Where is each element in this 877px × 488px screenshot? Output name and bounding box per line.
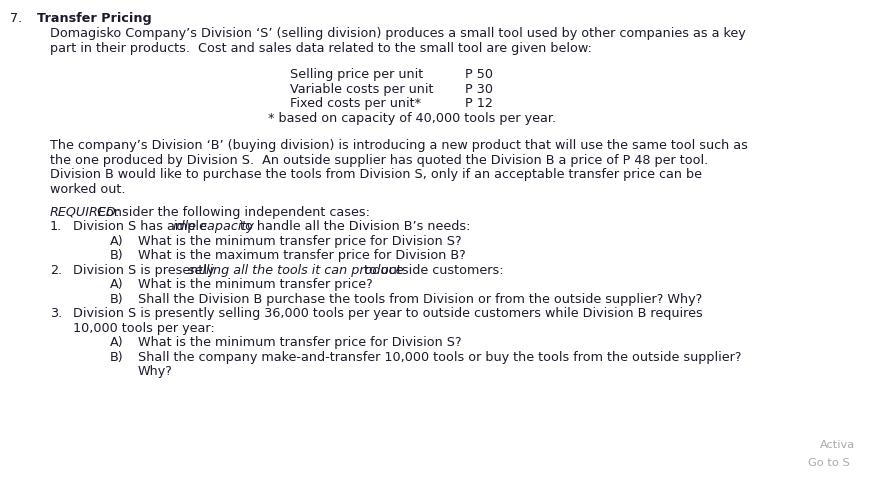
Text: What is the minimum transfer price for Division S?: What is the minimum transfer price for D… <box>138 235 461 248</box>
Text: B): B) <box>110 293 124 306</box>
Text: 10,000 tools per year:: 10,000 tools per year: <box>73 322 215 335</box>
Text: The company’s Division ‘B’ (buying division) is introducing a new product that w: The company’s Division ‘B’ (buying divis… <box>50 139 747 152</box>
Text: Shall the company make-and-transfer 10,000 tools or buy the tools from the outsi: Shall the company make-and-transfer 10,0… <box>138 351 741 364</box>
Text: Transfer Pricing: Transfer Pricing <box>28 12 152 25</box>
Text: A): A) <box>110 235 124 248</box>
Text: Go to S: Go to S <box>807 458 849 468</box>
Text: P 50: P 50 <box>465 68 493 81</box>
Text: Domagisko Company’s Division ‘S’ (selling division) produces a small tool used b: Domagisko Company’s Division ‘S’ (sellin… <box>50 27 745 41</box>
Text: 2.: 2. <box>50 264 62 277</box>
Text: P 30: P 30 <box>465 82 493 96</box>
Text: idle capacity: idle capacity <box>174 221 254 233</box>
Text: B): B) <box>110 249 124 263</box>
Text: Consider the following independent cases:: Consider the following independent cases… <box>93 206 369 219</box>
Text: Shall the Division B purchase the tools from Division or from the outside suppli: Shall the Division B purchase the tools … <box>138 293 702 306</box>
Text: to handle all the Division B’s needs:: to handle all the Division B’s needs: <box>235 221 469 233</box>
Text: to outside customers:: to outside customers: <box>360 264 503 277</box>
Text: P 12: P 12 <box>465 97 492 110</box>
Text: Division B would like to purchase the tools from Division S, only if an acceptab: Division B would like to purchase the to… <box>50 168 702 181</box>
Text: Variable costs per unit: Variable costs per unit <box>289 82 433 96</box>
Text: B): B) <box>110 351 124 364</box>
Text: 7.: 7. <box>10 12 22 25</box>
Text: Division S has ample: Division S has ample <box>73 221 210 233</box>
Text: What is the maximum transfer price for Division B?: What is the maximum transfer price for D… <box>138 249 465 263</box>
Text: Why?: Why? <box>138 366 173 378</box>
Text: worked out.: worked out. <box>50 183 125 196</box>
Text: selling all the tools it can produce: selling all the tools it can produce <box>188 264 403 277</box>
Text: Selling price per unit: Selling price per unit <box>289 68 423 81</box>
Text: What is the minimum transfer price for Division S?: What is the minimum transfer price for D… <box>138 336 461 349</box>
Text: * based on capacity of 40,000 tools per year.: * based on capacity of 40,000 tools per … <box>267 112 555 124</box>
Text: the one produced by Division S.  An outside supplier has quoted the Division B a: the one produced by Division S. An outsi… <box>50 154 708 166</box>
Text: Activa: Activa <box>819 440 854 450</box>
Text: part in their products.  Cost and sales data related to the small tool are given: part in their products. Cost and sales d… <box>50 42 591 55</box>
Text: 3.: 3. <box>50 307 62 320</box>
Text: Division S is presently selling 36,000 tools per year to outside customers while: Division S is presently selling 36,000 t… <box>73 307 702 320</box>
Text: 1.: 1. <box>50 221 62 233</box>
Text: Fixed costs per unit*: Fixed costs per unit* <box>289 97 421 110</box>
Text: A): A) <box>110 336 124 349</box>
Text: A): A) <box>110 278 124 291</box>
Text: What is the minimum transfer price?: What is the minimum transfer price? <box>138 278 373 291</box>
Text: REQUIRED:: REQUIRED: <box>50 206 121 219</box>
Text: Division S is presently: Division S is presently <box>73 264 218 277</box>
